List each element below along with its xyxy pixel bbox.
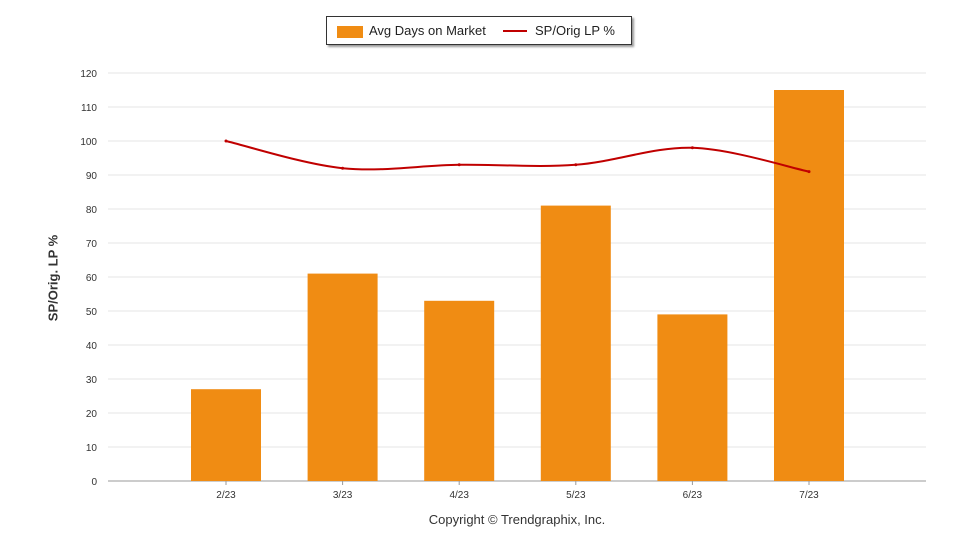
bar [191, 389, 261, 481]
y-tick-label: 10 [86, 443, 98, 454]
y-tick-label: 80 [86, 205, 98, 216]
y-tick-label: 30 [86, 375, 98, 386]
y-tick-labels: 0 10 20 30 40 50 60 70 80 90 100 110 120 [80, 69, 97, 488]
legend-bar-swatch [337, 26, 363, 38]
y-tick-label: 120 [80, 69, 97, 80]
bar [774, 90, 844, 481]
y-axis-label: SP/Orig. LP % [45, 234, 61, 322]
bar [657, 314, 728, 481]
y-tick-label: 40 [86, 341, 98, 352]
line-point [341, 166, 345, 170]
x-tick-label: 6/23 [683, 490, 703, 501]
line-path [225, 140, 810, 173]
x-tick-label: 2/23 [216, 490, 236, 501]
x-tick-label: 7/23 [799, 490, 819, 501]
bar-series [191, 90, 844, 481]
bar [540, 205, 611, 481]
copyright-text: Copyright © Trendgraphix, Inc. [428, 512, 606, 527]
line-point [457, 163, 461, 167]
line-point [690, 146, 694, 150]
y-tick-label: 60 [86, 273, 98, 284]
y-tick-label: 20 [86, 409, 98, 420]
line-point [807, 170, 811, 174]
x-tick-labels: 2/23 3/23 4/23 5/23 6/23 7/23 [216, 481, 819, 501]
x-tick-label: 4/23 [449, 490, 469, 501]
y-tick-label: 100 [80, 137, 97, 148]
legend-line-swatch [503, 30, 527, 32]
legend-line-label: SP/Orig LP % [535, 23, 615, 38]
y-tick-label: 0 [91, 477, 97, 488]
y-tick-label: 50 [86, 307, 98, 318]
legend: Avg Days on Market SP/Orig LP % [326, 16, 632, 45]
line-point [224, 139, 228, 143]
line-series [224, 139, 811, 174]
x-tick-label: 3/23 [333, 490, 353, 501]
y-tick-label: 90 [86, 171, 98, 182]
bar [424, 300, 495, 481]
legend-bar-label: Avg Days on Market [369, 23, 486, 38]
line-point [574, 163, 578, 167]
bar [307, 273, 378, 481]
y-tick-label: 110 [81, 103, 97, 114]
y-tick-label: 70 [86, 239, 98, 250]
x-tick-label: 5/23 [566, 490, 586, 501]
